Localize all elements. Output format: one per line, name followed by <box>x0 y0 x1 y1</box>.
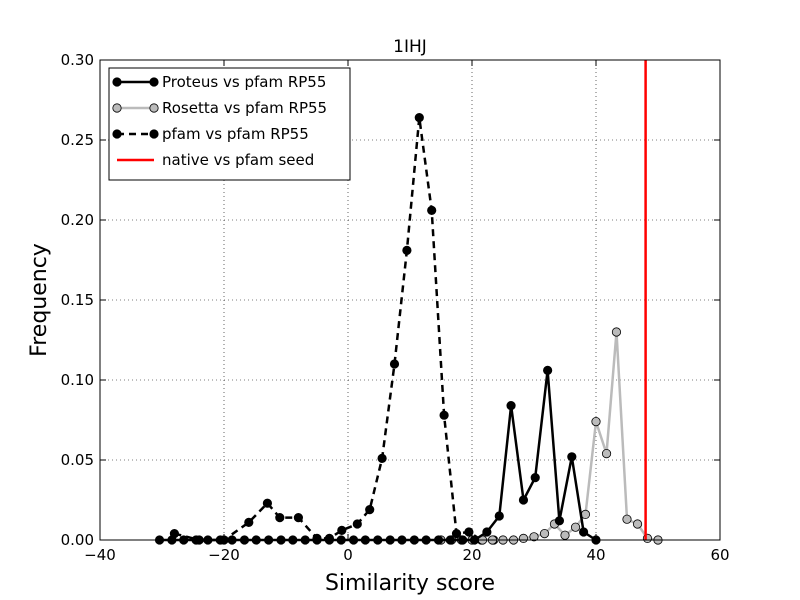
data-point-proteus-vs-pfam-rp55 <box>518 495 529 505</box>
x-tick-label: −40 <box>84 546 116 564</box>
data-point-pfam-vs-pfam-rp55 <box>293 512 303 523</box>
data-point-proteus-vs-pfam-rp55 <box>482 527 492 537</box>
data-point-rosetta-vs-pfam-rp55 <box>611 327 622 337</box>
data-point-proteus-vs-pfam-rp55 <box>530 472 540 483</box>
x-tick-label: 40 <box>586 546 605 564</box>
data-point-rosetta-vs-pfam-rp55 <box>539 528 550 539</box>
data-point-pfam-vs-pfam-rp55 <box>427 205 437 215</box>
data-point-pfam-vs-pfam-rp55 <box>451 528 462 539</box>
legend-marker-rosetta-vs-pfam-rp55 <box>149 103 159 113</box>
y-tick-label: 0.00 <box>61 531 94 549</box>
y-tick-label: 0.15 <box>61 291 94 309</box>
legend-label-pfam-vs-pfam-rp55: pfam vs pfam RP55 <box>162 125 309 143</box>
data-point-proteus-vs-pfam-rp55 <box>567 452 577 462</box>
legend-label-rosetta-vs-pfam-rp55: Rosetta vs pfam RP55 <box>162 99 327 117</box>
legend-marker-rosetta-vs-pfam-rp55 <box>112 103 122 113</box>
data-point-rosetta-vs-pfam-rp55 <box>591 416 601 427</box>
x-tick-label: −20 <box>208 546 240 564</box>
data-point-rosetta-vs-pfam-rp55 <box>601 448 612 459</box>
series-line-rosetta-vs-pfam-rp55 <box>441 330 659 542</box>
data-point-pfam-vs-pfam-rp55 <box>337 525 347 536</box>
data-point-pfam-vs-pfam-rp55 <box>365 504 375 515</box>
data-point-pfam-vs-pfam-rp55 <box>414 113 424 123</box>
y-tick-label: 0.20 <box>61 211 94 229</box>
y-axis-label: Frequency <box>27 243 52 357</box>
y-tick-label: 0.25 <box>61 131 94 149</box>
legend-box <box>108 67 351 181</box>
data-point-pfam-vs-pfam-rp55 <box>439 410 449 420</box>
series-line-proteus-vs-pfam-rp55 <box>159 369 597 542</box>
x-axis-label: Similarity score <box>325 571 495 596</box>
legend: Proteus vs pfam RP55 Rosetta vs pfam RP55… <box>108 67 351 181</box>
data-point-rosetta-vs-pfam-rp55 <box>518 533 529 544</box>
y-tick-label: 0.30 <box>61 51 94 69</box>
legend-marker-proteus-vs-pfam-rp55 <box>149 77 159 87</box>
data-point-pfam-vs-pfam-rp55 <box>244 517 254 528</box>
data-point-pfam-vs-pfam-rp55 <box>464 527 474 537</box>
data-point-proteus-vs-pfam-rp55 <box>506 400 516 411</box>
data-point-rosetta-vs-pfam-rp55 <box>632 519 643 529</box>
data-point-rosetta-vs-pfam-rp55 <box>529 532 539 542</box>
legend-marker-pfam-vs-pfam-rp55 <box>149 129 159 139</box>
data-point-proteus-vs-pfam-rp55 <box>554 516 565 526</box>
data-point-pfam-vs-pfam-rp55 <box>389 359 400 369</box>
data-point-pfam-vs-pfam-rp55 <box>377 453 387 463</box>
data-point-rosetta-vs-pfam-rp55 <box>560 530 570 540</box>
y-tick-label: 0.10 <box>61 371 94 389</box>
y-tick-label: 0.05 <box>61 451 94 469</box>
data-point-pfam-vs-pfam-rp55 <box>352 519 362 529</box>
series-line-pfam-vs-pfam-rp55 <box>174 116 494 542</box>
data-point-proteus-vs-pfam-rp55 <box>543 365 553 375</box>
data-point-rosetta-vs-pfam-rp55 <box>622 514 632 524</box>
x-tick-label: 0 <box>343 546 353 564</box>
chart-title: 1IHJ <box>393 37 427 57</box>
legend-label-native-vs-pfam-seed: native vs pfam seed <box>162 151 314 169</box>
legend-marker-pfam-vs-pfam-rp55 <box>112 129 122 139</box>
data-point-pfam-vs-pfam-rp55 <box>402 245 412 255</box>
data-point-pfam-vs-pfam-rp55 <box>262 498 272 508</box>
data-point-pfam-vs-pfam-rp55 <box>275 512 285 523</box>
data-point-proteus-vs-pfam-rp55 <box>578 527 589 537</box>
x-tick-label: 20 <box>462 546 481 564</box>
data-point-proteus-vs-pfam-rp55 <box>494 511 504 521</box>
data-point-rosetta-vs-pfam-rp55 <box>570 522 581 532</box>
ticks: −40 −20 0 20 40 60 0.00 0.05 0.10 0.15 0.20 0.25 0.3… <box>61 51 730 564</box>
legend-marker-proteus-vs-pfam-rp55 <box>112 77 122 87</box>
legend-label-proteus-vs-pfam-rp55: Proteus vs pfam RP55 <box>162 73 326 91</box>
x-tick-label: 60 <box>710 546 729 564</box>
